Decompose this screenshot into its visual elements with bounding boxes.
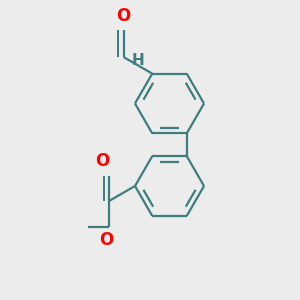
Text: O: O xyxy=(95,152,110,170)
Text: H: H xyxy=(131,52,144,68)
Text: O: O xyxy=(116,7,131,25)
Text: O: O xyxy=(100,231,114,249)
